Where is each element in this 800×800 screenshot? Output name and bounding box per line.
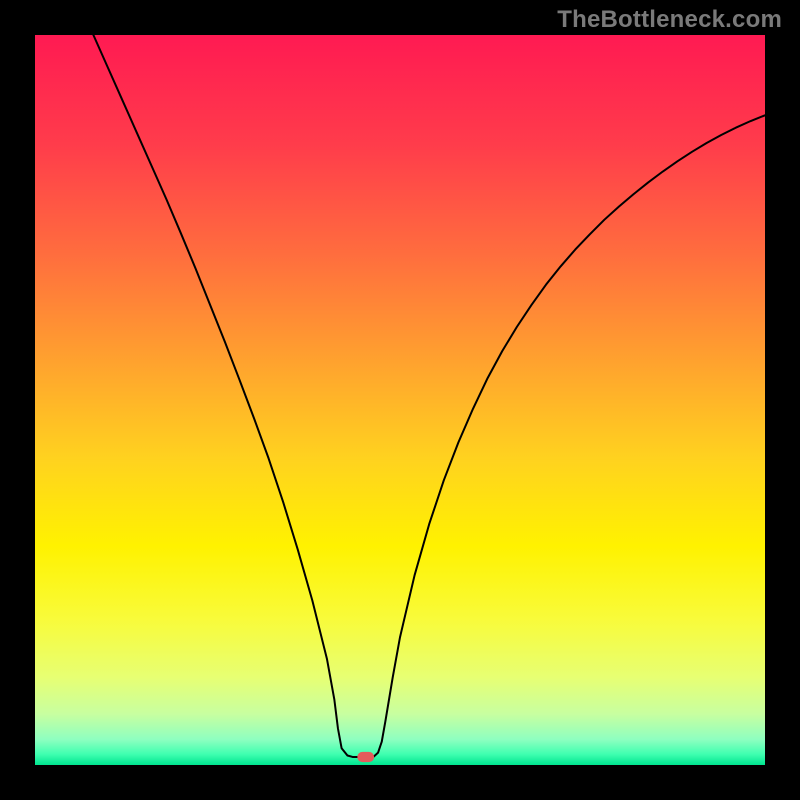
plot-area <box>35 35 765 765</box>
optimum-marker <box>357 752 374 762</box>
chart-container: TheBottleneck.com <box>0 0 800 800</box>
watermark-label: TheBottleneck.com <box>557 6 782 34</box>
bottleneck-chart <box>0 0 800 800</box>
